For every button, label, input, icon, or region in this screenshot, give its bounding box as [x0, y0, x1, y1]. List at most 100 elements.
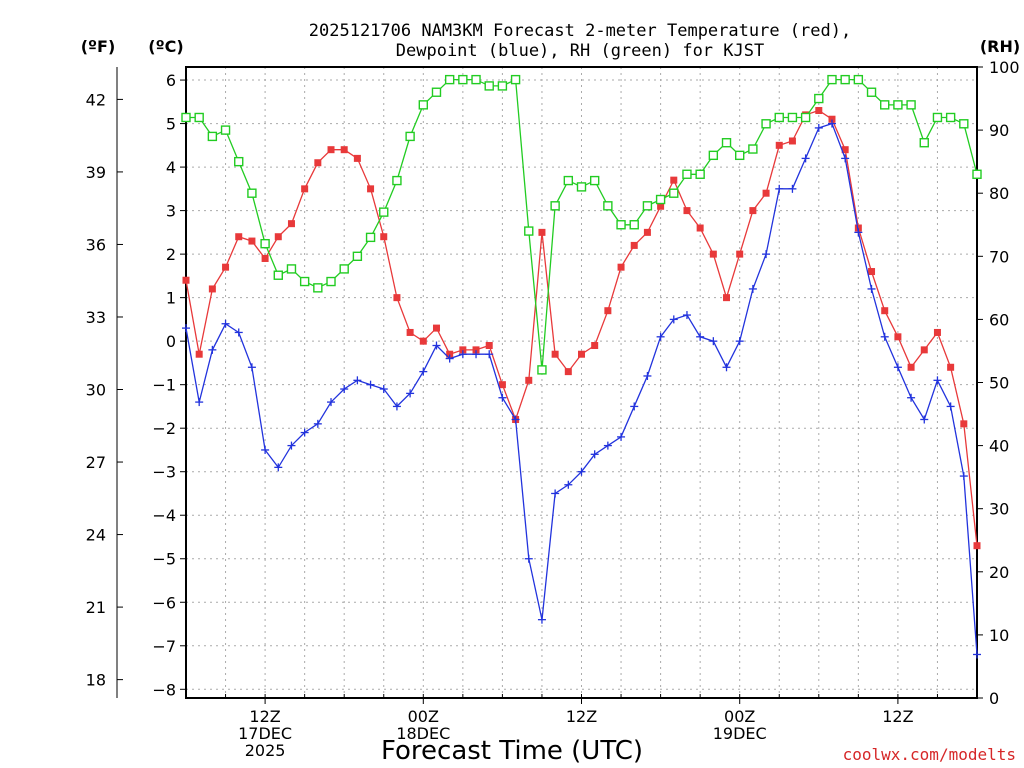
x-axis-label: Forecast Time (UTC)	[381, 736, 643, 766]
rh-tick-label: 100	[989, 58, 1020, 77]
dewpoint-point	[392, 402, 401, 411]
rh-tick-label: 70	[989, 247, 1009, 266]
dewpoint-point	[669, 315, 678, 324]
rh-point	[458, 74, 468, 85]
rh-tick-label: 20	[989, 563, 1009, 582]
dewpoint-point	[801, 154, 810, 163]
temperature-point	[353, 154, 361, 162]
rh-point	[932, 112, 943, 123]
rh-point	[814, 93, 824, 104]
rh-point	[537, 365, 547, 375]
temperature-point	[920, 346, 928, 354]
x-tick-label: 12Z	[566, 707, 597, 726]
dewpoint-point	[748, 284, 757, 293]
temperature-point	[472, 346, 480, 354]
rh-tick-label: 60	[989, 310, 1009, 329]
dewpoint-point	[735, 337, 744, 346]
rh-point	[827, 74, 837, 85]
temperature-point	[933, 328, 941, 336]
temperature-point	[591, 342, 599, 350]
rh-point	[735, 150, 745, 161]
dewpoint-point	[814, 123, 823, 132]
rh-point	[603, 201, 613, 211]
dewpoint-point	[485, 350, 494, 359]
fahrenheit-tick-label: 39	[86, 163, 106, 182]
rh-point	[655, 194, 666, 205]
rh-point	[352, 251, 363, 262]
temperature-point	[235, 233, 243, 241]
rh-point	[972, 169, 982, 179]
temperature-point	[907, 363, 915, 371]
dewpoint-point	[537, 615, 546, 624]
fahrenheit-tick-label: 24	[86, 526, 106, 545]
rh-point	[207, 131, 218, 142]
rh-series	[181, 74, 982, 375]
celsius-tick-label: 2	[166, 245, 176, 264]
dewpoint-point	[261, 445, 270, 454]
temperature-point	[274, 233, 282, 241]
x-tick-label: 12Z	[882, 707, 913, 726]
rh-point	[787, 112, 798, 123]
celsius-tick-label: −6	[152, 593, 176, 612]
rh-point	[945, 112, 956, 123]
dewpoint-point	[841, 154, 850, 163]
rh-point	[484, 81, 494, 91]
dewpoint-point	[933, 376, 942, 385]
temperature-point	[617, 263, 625, 271]
celsius-tick-label: −8	[152, 680, 176, 699]
rh-point	[379, 207, 389, 217]
dewpoint-point	[419, 367, 428, 376]
rh-point	[273, 270, 283, 280]
temperature-point	[182, 276, 190, 284]
rh-tick-label: 90	[989, 121, 1009, 140]
x-tick-label: 12Z	[249, 707, 280, 726]
credit-text: coolwx.com/modelts	[843, 745, 1016, 764]
celsius-tick-label: 5	[166, 115, 176, 134]
dewpoint-point	[379, 385, 388, 394]
temperature-point	[498, 381, 506, 389]
temperature-point	[380, 233, 388, 241]
dewpoint-point	[472, 350, 481, 359]
temperature-series	[182, 107, 981, 550]
temperature-point	[670, 176, 678, 184]
temperature-point	[788, 137, 796, 145]
fahrenheit-tick-label: 36	[86, 235, 106, 254]
dewpoint-point	[893, 363, 902, 372]
dewpoint-point	[827, 119, 836, 128]
celsius-unit-label: (ºC)	[148, 37, 183, 56]
celsius-tick-label: 6	[166, 71, 176, 90]
fahrenheit-tick-label: 42	[86, 90, 106, 109]
celsius-tick-label: −5	[152, 550, 176, 569]
rh-point	[444, 74, 455, 85]
temperature-point	[419, 337, 427, 345]
temperature-point	[683, 207, 691, 215]
fahrenheit-tick-label: 30	[86, 381, 106, 400]
rh-point	[286, 264, 297, 274]
rh-point	[234, 156, 244, 167]
dewpoint-point	[788, 184, 797, 193]
rh-point	[181, 112, 191, 123]
rh-point	[431, 87, 442, 97]
dewpoint-point	[445, 354, 454, 363]
dewpoint-point	[551, 489, 560, 498]
chart-title-line-2: Dewpoint (blue), RH (green) for KJST	[396, 41, 764, 61]
temperature-point	[538, 228, 546, 236]
temperature-point	[894, 333, 902, 341]
temperature-point	[564, 368, 572, 376]
celsius-tick-label: 0	[166, 332, 176, 351]
rh-point	[220, 125, 231, 135]
celsius-tick-label: −2	[152, 419, 176, 438]
temperature-point	[723, 294, 731, 302]
celsius-tick-label: −4	[152, 506, 176, 525]
fahrenheit-tick-label: 21	[86, 598, 106, 617]
dewpoint-point	[590, 450, 599, 459]
rh-point	[563, 175, 574, 186]
x-tick-label: 00Z	[408, 707, 439, 726]
x-tick-label: 17DEC	[238, 724, 292, 743]
x-tick-label: 18DEC	[396, 724, 450, 743]
temperature-point	[287, 220, 295, 228]
dewpoint-line	[185, 122, 978, 655]
temperature-point	[446, 350, 454, 358]
dewpoint-point	[340, 385, 349, 394]
